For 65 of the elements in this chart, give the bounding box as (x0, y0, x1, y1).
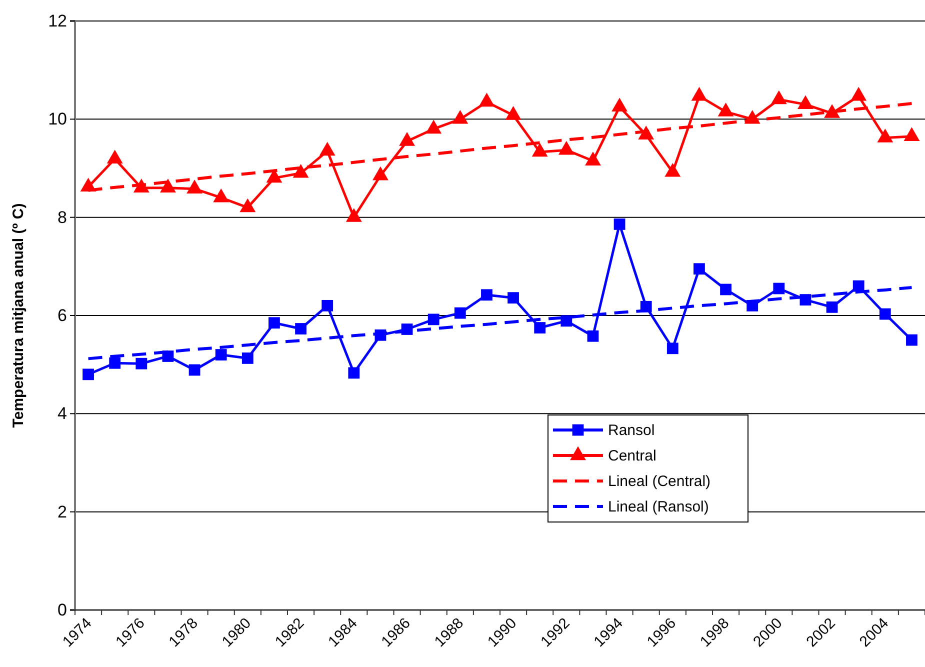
point (904, 127, 920, 141)
y-tick-label: 12 (48, 11, 67, 30)
point (292, 164, 309, 178)
point (399, 132, 415, 146)
point (666, 342, 678, 354)
point (585, 152, 601, 166)
point (213, 188, 230, 202)
point (826, 301, 838, 313)
point (109, 357, 121, 369)
point (188, 364, 200, 376)
point (720, 284, 732, 296)
point (346, 208, 362, 222)
legend-label: Central (608, 448, 656, 464)
point (322, 300, 334, 312)
point (478, 92, 495, 107)
point (372, 166, 388, 180)
y-tick-label: 4 (58, 404, 67, 424)
point (136, 358, 148, 370)
point (879, 308, 891, 320)
point (852, 280, 864, 292)
y-axis-title: Temperatura mitjana anual (º C) (10, 203, 27, 428)
point (215, 349, 227, 360)
point (186, 180, 202, 194)
point (348, 367, 360, 379)
point (426, 120, 442, 134)
point (532, 142, 548, 157)
point (481, 289, 492, 301)
point (240, 198, 256, 212)
point (160, 178, 176, 192)
point (850, 86, 867, 101)
point (505, 106, 522, 120)
y-tick-label: 8 (58, 208, 67, 227)
point (560, 315, 572, 327)
legend-label: Lineal (Ransol) (608, 498, 709, 516)
point (268, 317, 280, 329)
point (614, 218, 626, 230)
point (877, 128, 894, 142)
y-tick-label: 6 (58, 306, 67, 325)
point (824, 104, 840, 118)
point (664, 162, 681, 177)
point (773, 282, 785, 294)
point (694, 263, 705, 275)
point (612, 98, 628, 112)
point (534, 322, 546, 334)
y-tick-label: 0 (58, 600, 67, 620)
y-tick-label: 2 (58, 502, 67, 522)
point (770, 90, 787, 104)
point (587, 330, 599, 342)
point (454, 307, 466, 319)
point (319, 142, 336, 156)
legend-label: Lineal (Central) (608, 473, 711, 490)
point (691, 86, 708, 101)
point (558, 140, 574, 155)
point (452, 110, 468, 124)
point (798, 95, 814, 110)
legend-label: Ransol (608, 422, 655, 439)
point (295, 323, 306, 334)
point (82, 368, 94, 380)
point (106, 150, 123, 164)
point (242, 352, 254, 364)
point (508, 292, 519, 304)
y-tick-label: 10 (48, 110, 67, 129)
point (906, 334, 918, 346)
point (428, 314, 440, 326)
point (718, 102, 734, 116)
